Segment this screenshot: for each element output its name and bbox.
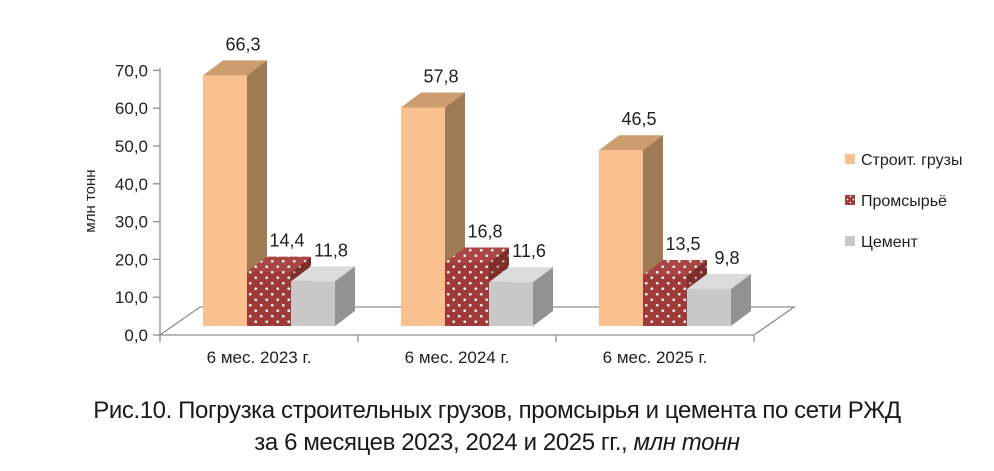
y-tick-label: 60,0	[115, 99, 148, 118]
y-tick-label: 50,0	[115, 137, 148, 156]
bar-front	[599, 150, 643, 326]
legend-marker	[845, 154, 855, 164]
bar-value-label: 14,4	[269, 231, 304, 251]
figure-caption: Рис.10. Погрузка строительных грузов, пр…	[0, 395, 994, 459]
bar-top	[489, 267, 553, 283]
bar-side	[335, 266, 355, 326]
legend-label: Цемент	[861, 234, 918, 251]
x-category-label: 6 мес. 2024 г.	[405, 348, 510, 367]
bar-front	[203, 75, 247, 326]
y-tick-label: 0,0	[124, 326, 148, 345]
bar-value-label: 11,8	[314, 240, 348, 260]
bar-side	[533, 267, 553, 326]
bar-value-label: 9,8	[714, 248, 739, 268]
legend-marker	[845, 236, 855, 246]
bar-side	[247, 60, 267, 327]
bar-top	[401, 92, 465, 108]
legend-label: Строит. грузы	[861, 152, 962, 169]
caption-line-2-text: за 6 месяцев 2023, 2024 и 2025 гг.,	[254, 429, 634, 456]
bar-value-label: 46,5	[621, 109, 656, 129]
bar-value-label: 13,5	[665, 234, 700, 254]
legend-marker	[845, 195, 855, 205]
bar-front	[445, 262, 489, 326]
bar-front	[247, 271, 291, 326]
bar-front	[687, 288, 731, 326]
bar-front	[401, 107, 445, 327]
bar-top	[599, 135, 663, 151]
bar-value-label: 66,3	[225, 34, 260, 54]
y-tick-label: 70,0	[115, 61, 148, 80]
bar-top	[203, 60, 267, 76]
y-axis-title: млн тонн	[82, 169, 99, 232]
bar-chart-3d: 0,0 10,0 20,0 30,0 40,0 50,0 60,0 70,0 млн тонн 6…	[82, 34, 962, 367]
y-tick-label: 30,0	[115, 213, 148, 232]
caption-units-italic: млн тонн	[633, 429, 741, 456]
caption-line-2: за 6 месяцев 2023, 2024 и 2025 гг., млн …	[0, 427, 994, 459]
bar-front	[489, 282, 533, 326]
x-category-label: 6 мес. 2023 г.	[207, 348, 312, 367]
bar-side	[731, 273, 751, 326]
x-category-label: 6 мес. 2025 г.	[603, 348, 708, 367]
bar-value-label: 11,6	[512, 241, 546, 261]
y-tick-label: 40,0	[115, 175, 148, 194]
bar-front	[291, 281, 335, 326]
bar-top	[687, 273, 751, 289]
bar-top	[247, 256, 311, 272]
legend-label: Промсырьё	[861, 193, 947, 210]
bar-top	[643, 259, 707, 275]
bar-value-label: 16,8	[467, 221, 502, 241]
bar-top	[445, 247, 509, 263]
caption-line-1: Рис.10. Погрузка строительных грузов, пр…	[93, 397, 901, 424]
bar-value-label: 57,8	[423, 67, 458, 87]
bar-front	[643, 274, 687, 326]
y-tick-label: 20,0	[115, 250, 148, 269]
y-tick-label: 10,0	[115, 288, 148, 307]
bar-top	[291, 266, 355, 282]
